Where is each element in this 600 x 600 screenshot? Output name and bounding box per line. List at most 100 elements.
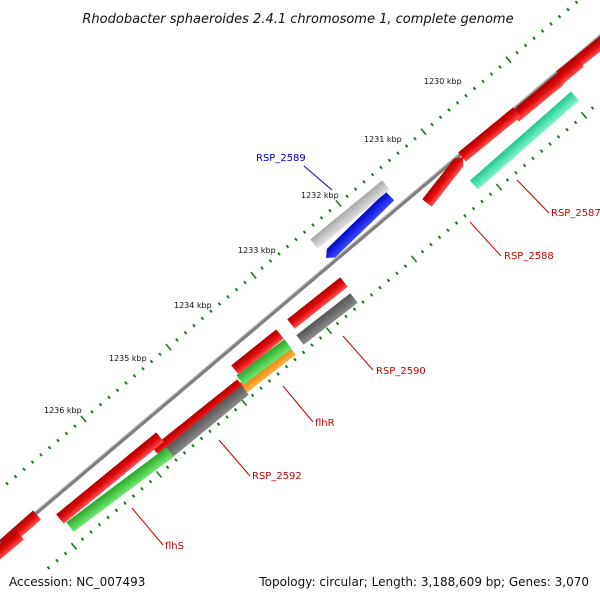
scale-tick [233, 407, 238, 412]
scale-tick [404, 144, 409, 148]
scale-tick [344, 314, 348, 319]
scale-tick [574, 0, 579, 5]
scale-ticks-inner [46, 106, 595, 570]
scale-tick [522, 163, 527, 168]
scale-tick [335, 199, 342, 208]
scale-tick [413, 136, 417, 141]
scale-tick [268, 259, 273, 263]
gene-arrow[interactable] [239, 345, 296, 393]
scale-tick [353, 187, 358, 191]
scale-label: 1233 kbp [238, 246, 276, 255]
gene-arrow[interactable] [422, 153, 467, 207]
scale-tick [302, 230, 307, 235]
gene-arrow[interactable] [231, 329, 284, 375]
scale-tick [148, 479, 153, 484]
scale-tick [191, 443, 195, 448]
scale-tick [420, 128, 427, 136]
gene-arrow[interactable] [322, 191, 395, 263]
gene-label-rsp2592[interactable]: RSP_2592 [252, 471, 302, 482]
scale-labels: 1230 kbp 1231 kbp 1232 kbp 1233 kbp 1234 kbp… [44, 77, 462, 415]
gene-label-rsp2589[interactable]: RSP_2589 [256, 153, 306, 164]
scale-tick [556, 134, 561, 139]
scale-tick [446, 228, 450, 233]
scale-tick [46, 565, 51, 570]
scale-tick [540, 29, 545, 33]
scale-tick [455, 101, 460, 105]
gene-arrow[interactable] [511, 75, 564, 122]
gene-arrow[interactable] [296, 293, 358, 345]
scale-tick [30, 460, 35, 464]
scale-tick [523, 43, 528, 48]
scale-tick [250, 271, 257, 279]
gene-arrow[interactable] [470, 91, 579, 190]
scale-tick [345, 194, 349, 199]
scale-tick [259, 386, 263, 391]
scale-tick [396, 151, 400, 156]
gene-labels: RSP_2587 RSP_2588 RSP_2589 RSP_2590 flhR… [165, 153, 600, 552]
scale-tick [107, 395, 111, 400]
gene-label-flhs[interactable]: flhS [165, 541, 184, 552]
scale-tick [403, 264, 408, 268]
gene-arrow[interactable] [152, 379, 245, 457]
scale-tick [471, 206, 476, 211]
scale-tick [267, 379, 272, 383]
scale-tick [386, 278, 391, 283]
scale-tick [13, 474, 18, 479]
gene-label-rsp2590[interactable]: RSP_2590 [376, 366, 426, 377]
gene-arrow[interactable] [287, 277, 348, 329]
gene-arrow[interactable] [236, 339, 292, 385]
scale-tick [183, 330, 188, 335]
scale-tick [284, 364, 289, 369]
scale-label: 1236 kbp [44, 406, 82, 415]
gene-arrow[interactable] [162, 385, 249, 460]
gene-arrow[interactable] [0, 530, 24, 565]
scale-tick [361, 300, 365, 304]
scale-tick [464, 93, 468, 98]
scale-tick [495, 183, 503, 191]
gene-arrow[interactable] [310, 180, 390, 249]
scale-tick [515, 50, 519, 55]
scale-tick [73, 424, 77, 429]
scale-tick [80, 415, 87, 423]
scale-tick [548, 142, 552, 146]
scale-tick [566, 7, 570, 12]
scale-tick [590, 106, 595, 110]
scale-tick [319, 215, 324, 220]
scale-tick [131, 494, 136, 498]
gene-label-flhr[interactable]: flhR [315, 418, 335, 429]
scale-tick [114, 508, 119, 513]
scale-tick [311, 223, 315, 227]
scale-ticks-outer [5, 0, 579, 486]
scale-tick [489, 72, 494, 77]
scale-label: 1230 kbp [424, 77, 462, 86]
scale-tick [335, 321, 340, 326]
scale-tick [369, 292, 374, 297]
scale-tick [234, 287, 239, 292]
gene-arrow[interactable] [458, 107, 521, 162]
accession-text: Accession: NC_007493 [9, 575, 145, 589]
gene-arrow[interactable] [56, 432, 164, 524]
scale-tick [64, 431, 69, 436]
scale-tick [370, 172, 375, 177]
scale-tick [277, 251, 281, 256]
scale-tick [505, 56, 512, 64]
scale-tick [498, 65, 502, 69]
scale-tick [294, 237, 298, 242]
scale-tick [325, 327, 333, 335]
scale-tick [481, 79, 485, 84]
scale-tick [158, 352, 162, 357]
gene-label-rsp2588[interactable]: RSP_2588 [504, 251, 554, 262]
gene-label-rsp2587[interactable]: RSP_2587 [551, 208, 600, 219]
scale-tick [438, 115, 443, 120]
gene-arrow[interactable] [66, 447, 174, 532]
genome-summary-text: Topology: circular; Length: 3,188,609 bp… [258, 575, 589, 589]
scale-tick [352, 307, 357, 312]
scale-tick [217, 302, 222, 306]
scale-tick [285, 244, 290, 249]
scale-tick [565, 127, 569, 132]
gene-features [0, 35, 600, 565]
scale-tick [200, 316, 205, 321]
scale-tick [580, 111, 588, 119]
scale-tick [420, 249, 425, 254]
